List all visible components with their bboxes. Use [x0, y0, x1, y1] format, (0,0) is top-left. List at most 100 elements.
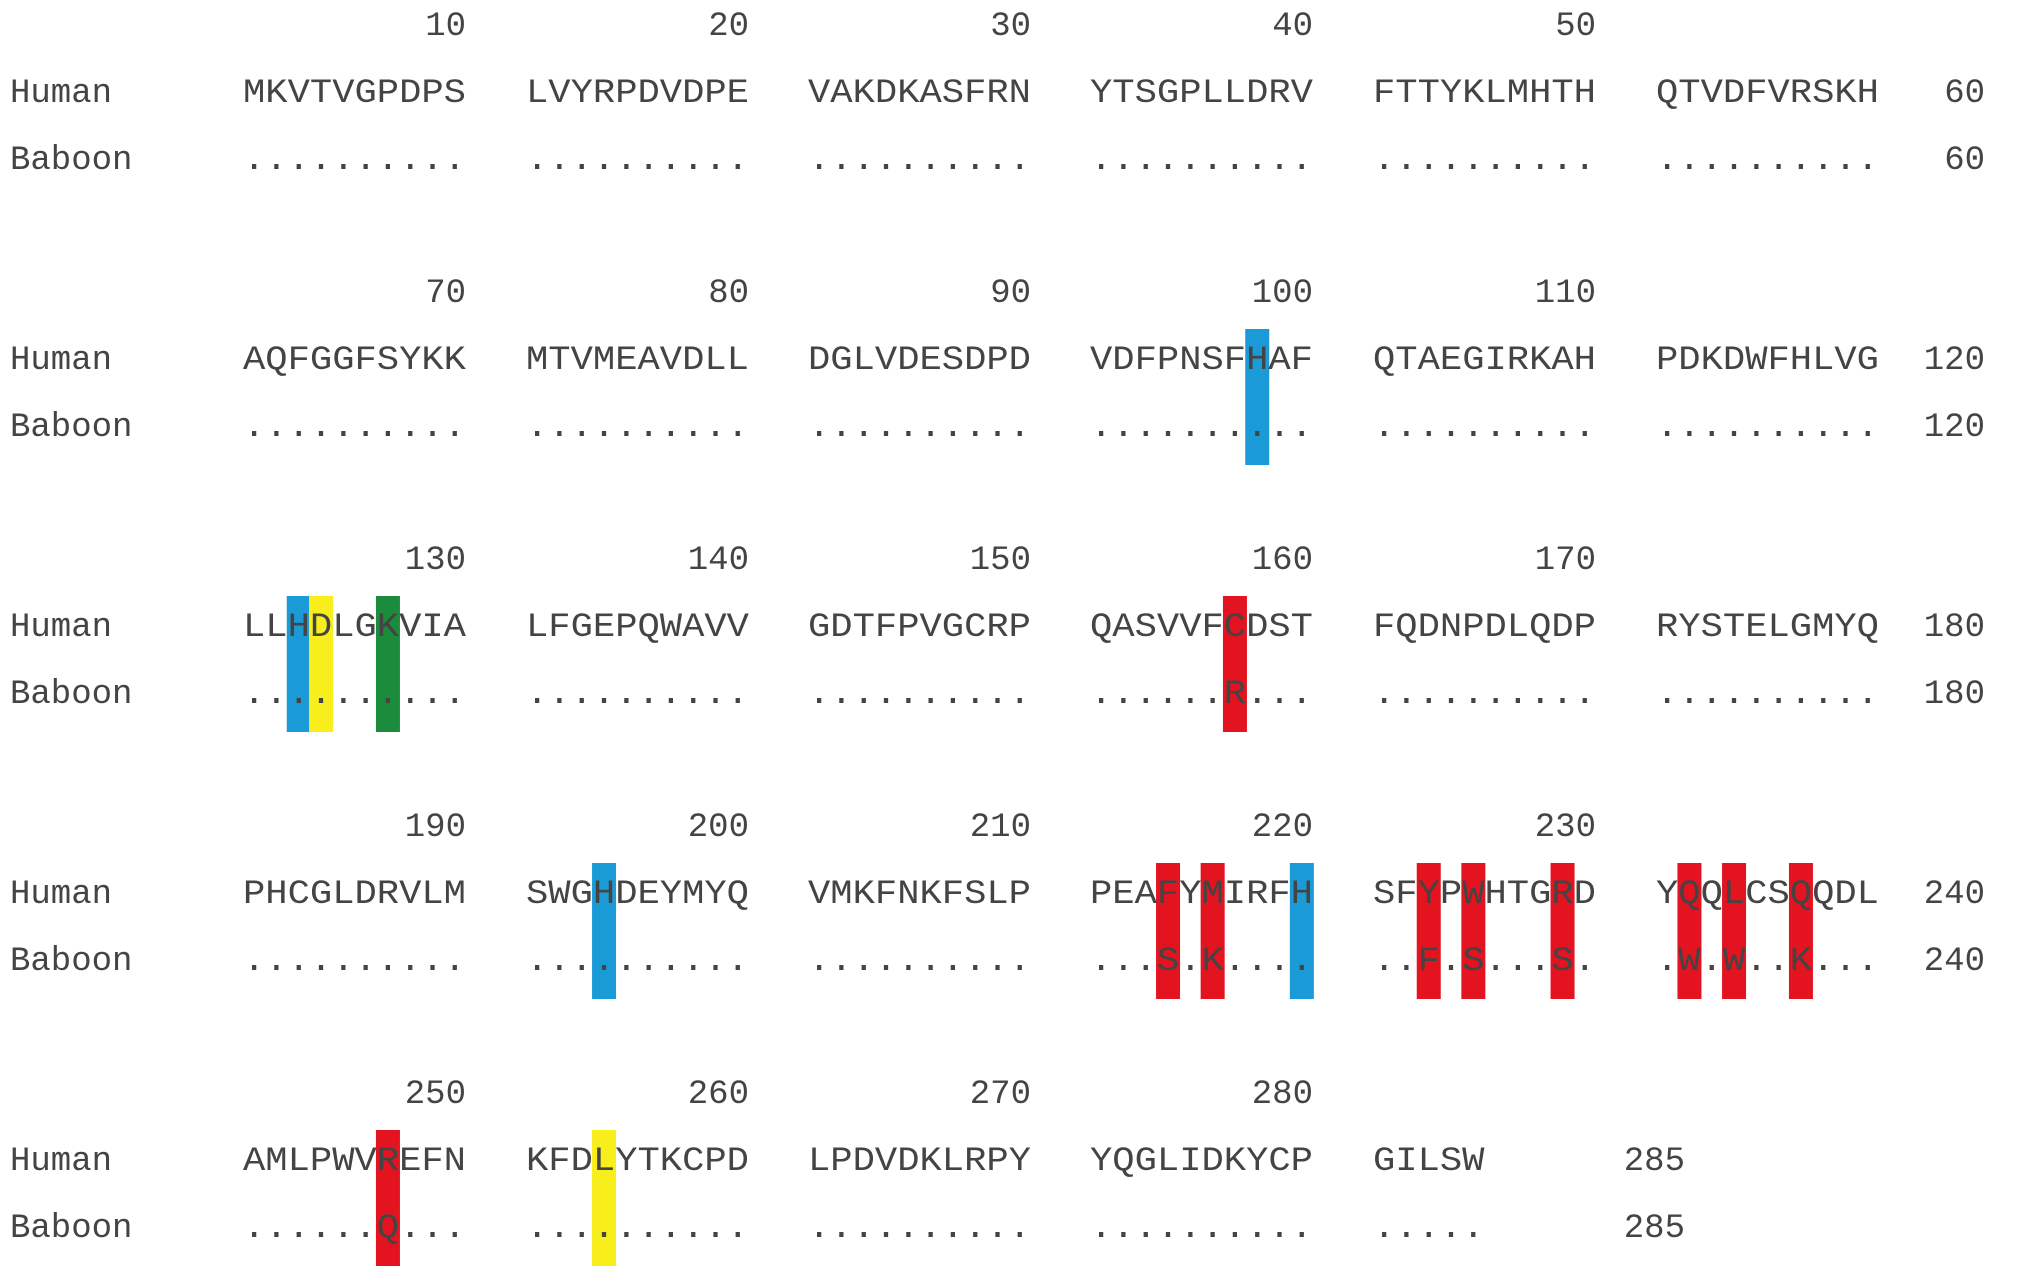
human-sequence-group: KFDLYTKCPD — [526, 1143, 749, 1181]
baboon-sequence-group: ..F.S...S. — [1373, 943, 1596, 981]
position-number: 100 — [1252, 275, 1313, 313]
baboon-sequence-group: ......R... — [1090, 676, 1313, 714]
human-sequence-group: MKVTVGPDPS — [243, 75, 466, 113]
residue-highlight-247-red — [375, 1130, 400, 1266]
position-number: 10 — [425, 8, 466, 46]
human-sequence-group: PHCGLDRVLM — [243, 876, 466, 914]
baboon-sequence-group: .W.W..K... — [1656, 943, 1879, 981]
human-sequence-group: RYSTELGMYQ — [1656, 609, 1879, 647]
human-sequence-group: QASVVFCDST — [1090, 609, 1313, 647]
baboon-sequence-group: .......... — [808, 676, 1031, 714]
baboon-sequence-group: .......... — [243, 142, 466, 180]
human-sequence-group: VAKDKASFRN — [808, 75, 1031, 113]
species-label-baboon: Baboon — [10, 142, 132, 180]
position-number: 230 — [1535, 809, 1596, 847]
human-sequence-group: LPDVDKLRPY — [808, 1143, 1031, 1181]
baboon-sequence-group: .......... — [526, 943, 749, 981]
position-number: 190 — [405, 809, 466, 847]
species-label-baboon: Baboon — [10, 676, 132, 714]
human-sequence-group: GILSW — [1373, 1143, 1485, 1181]
baboon-sequence-group: .......... — [808, 1210, 1031, 1248]
human-sequence-group: YQGLIDKYCP — [1090, 1143, 1313, 1181]
species-label-baboon: Baboon — [10, 1210, 132, 1248]
baboon-sequence-group: .......... — [526, 409, 749, 447]
position-number: 140 — [688, 542, 749, 580]
residue-highlight-98-blue — [1245, 329, 1270, 465]
position-number: 160 — [1252, 542, 1313, 580]
human-sequence-group: VDFPNSFHAF — [1090, 342, 1313, 380]
human-sequence-group: PDKDWFHLVG — [1656, 342, 1879, 380]
baboon-sequence-group: .......... — [243, 676, 466, 714]
human-sequence-group: LVYRPDVDPE — [526, 75, 749, 113]
position-number: 150 — [970, 542, 1031, 580]
row-end-number-human: 285 — [1624, 1143, 1685, 1181]
baboon-sequence-group: .......... — [1090, 409, 1313, 447]
baboon-sequence-group: ..... — [1373, 1210, 1485, 1248]
human-sequence-group: LLHDLGKVIA — [243, 609, 467, 647]
residue-highlight-229-red — [1550, 863, 1575, 999]
human-sequence-group: PEAFYMIRFH — [1090, 876, 1313, 914]
human-sequence-group: AMLPWVREFN — [243, 1143, 466, 1181]
human-sequence-group: GDTFPVGCRP — [808, 609, 1031, 647]
baboon-sequence-group: .......... — [808, 409, 1031, 447]
human-sequence-group: YQQLCSQQDL — [1656, 876, 1879, 914]
residue-highlight-127-green — [375, 596, 400, 732]
position-number: 20 — [708, 8, 749, 46]
species-label-human: Human — [10, 342, 112, 380]
row-end-number-baboon: 180 — [1924, 676, 1985, 714]
species-label-baboon: Baboon — [10, 943, 132, 981]
human-sequence-group: SFYPWHTGRD — [1373, 876, 1596, 914]
human-sequence-group: MTVMEAVDLL — [526, 342, 749, 380]
human-sequence-group: LFGEPQWAVV — [526, 609, 750, 647]
residue-highlight-234-red — [1722, 863, 1747, 999]
residue-highlight-223-red — [1416, 863, 1441, 999]
row-end-number-human: 60 — [1944, 75, 1985, 113]
human-sequence-group: DGLVDESDPD — [808, 342, 1031, 380]
species-label-human: Human — [10, 609, 112, 647]
human-sequence-group: SWGHDEYMYQ — [526, 876, 749, 914]
baboon-sequence-group: .......... — [1090, 1210, 1313, 1248]
position-number: 50 — [1555, 8, 1596, 46]
human-sequence-group: AQFGGFSYKK — [243, 342, 467, 380]
position-number: 220 — [1252, 809, 1313, 847]
baboon-sequence-group: .......... — [1373, 676, 1596, 714]
position-number: 170 — [1535, 542, 1596, 580]
residue-highlight-123-blue — [286, 596, 311, 732]
position-number: 30 — [990, 8, 1031, 46]
baboon-sequence-group: .......... — [1373, 409, 1596, 447]
baboon-sequence-group: .......... — [1090, 142, 1313, 180]
species-label-human: Human — [10, 75, 112, 113]
species-label-baboon: Baboon — [10, 409, 132, 447]
row-end-number-human: 120 — [1924, 342, 1985, 380]
baboon-sequence-group: .......... — [1373, 142, 1596, 180]
residue-highlight-220-blue — [1289, 863, 1314, 999]
row-end-number-baboon: 60 — [1944, 142, 1985, 180]
baboon-sequence-group: .......... — [243, 409, 466, 447]
position-number: 280 — [1252, 1076, 1313, 1114]
residue-highlight-194-blue — [592, 863, 617, 999]
residue-highlight-214-red — [1156, 863, 1181, 999]
position-number: 270 — [970, 1076, 1031, 1114]
baboon-sequence-group: .......... — [808, 943, 1031, 981]
baboon-sequence-group: .......... — [526, 676, 749, 714]
residue-highlight-216-red — [1200, 863, 1225, 999]
position-number: 130 — [405, 542, 466, 580]
baboon-sequence-group: .......... — [1656, 142, 1879, 180]
human-sequence-group: VMKFNKFSLP — [808, 876, 1031, 914]
position-number: 260 — [688, 1076, 749, 1114]
species-label-human: Human — [10, 1143, 112, 1181]
baboon-sequence-group: .......... — [526, 1210, 749, 1248]
row-end-number-baboon: 240 — [1924, 943, 1985, 981]
human-sequence-group: QTAEGIRKAH — [1373, 342, 1596, 380]
baboon-sequence-group: .......... — [1656, 676, 1879, 714]
position-number: 110 — [1535, 275, 1596, 313]
residue-highlight-124-yellow — [309, 596, 334, 732]
residue-highlight-225-red — [1461, 863, 1486, 999]
baboon-sequence-group: .......... — [808, 142, 1031, 180]
residue-highlight-237-red — [1788, 863, 1813, 999]
residue-highlight-254-yellow — [592, 1130, 617, 1266]
position-number: 80 — [708, 275, 749, 313]
baboon-sequence-group: .......... — [1656, 409, 1879, 447]
residue-highlight-232-red — [1677, 863, 1702, 999]
row-end-number-human: 240 — [1924, 876, 1985, 914]
